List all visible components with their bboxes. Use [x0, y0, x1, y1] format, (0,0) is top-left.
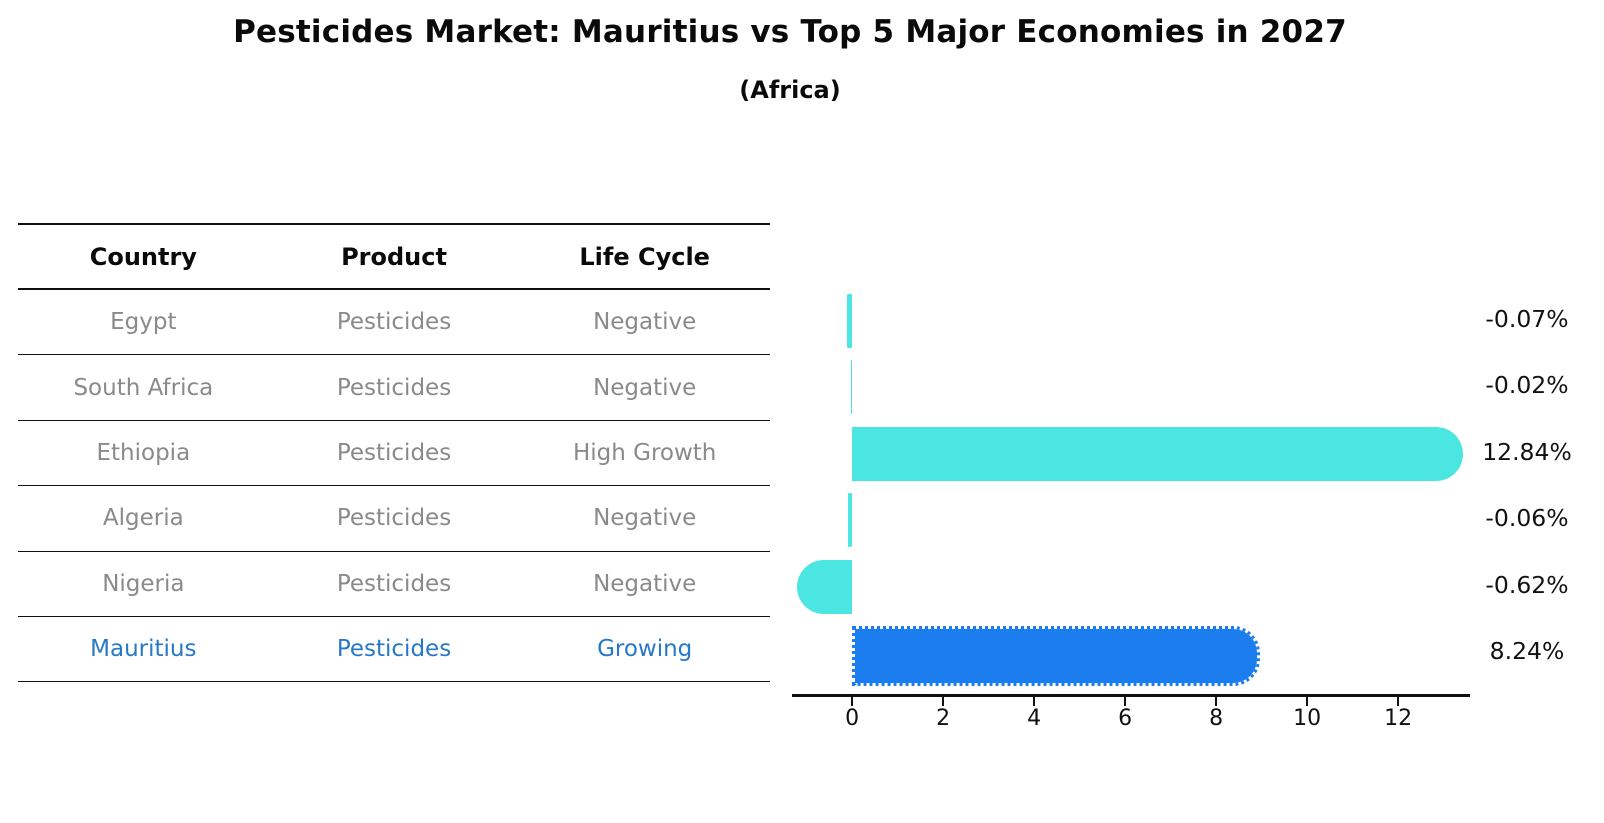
bar-value-label-ethiopia: 12.84% — [1482, 437, 1572, 466]
table-row-egypt: Egypt Pesticides Negative — [18, 290, 770, 356]
cell-life-cycle: Negative — [593, 505, 697, 532]
bar-nigeria — [796, 559, 853, 614]
cell-product: Pesticides — [336, 374, 452, 401]
cell-country: Egypt — [110, 309, 177, 336]
x-axis-tick-label: 6 — [1118, 706, 1133, 731]
cell-product: Pesticides — [336, 505, 452, 532]
cell-country: Mauritius — [90, 636, 197, 663]
column-header-country: Country — [89, 242, 197, 271]
cell-life-cycle: Negative — [593, 309, 697, 336]
table-row-algeria: Algeria Pesticides Negative — [18, 486, 770, 552]
column-header-product: Product — [341, 242, 447, 271]
x-axis-tick — [941, 696, 945, 706]
chart-subtitle: (Africa) — [739, 76, 841, 104]
cell-country: South Africa — [73, 374, 214, 401]
bar-value-label-algeria: -0.06% — [1485, 504, 1569, 533]
x-axis-line — [792, 694, 1470, 697]
cell-life-cycle: Growing — [597, 636, 693, 663]
cell-country: Nigeria — [102, 570, 185, 597]
bar-ethiopia — [852, 426, 1464, 481]
bar-value-label-nigeria: -0.62% — [1485, 570, 1569, 599]
x-axis-tick-label: 8 — [1209, 706, 1224, 731]
cell-product: Pesticides — [336, 636, 452, 663]
bar-value-label-egypt: -0.07% — [1485, 305, 1569, 333]
country-table: Country Product Life Cycle Egypt Pestici… — [18, 223, 770, 683]
x-axis-tick-label: 4 — [1027, 706, 1042, 731]
x-axis-tick-label: 10 — [1293, 706, 1322, 731]
bar-algeria — [847, 493, 853, 548]
cell-country: Algeria — [102, 505, 184, 532]
x-axis-tick — [1123, 696, 1127, 706]
bar-value-label-south-africa: -0.02% — [1485, 371, 1569, 400]
cell-life-cycle: Negative — [593, 374, 697, 401]
cell-life-cycle: High Growth — [572, 439, 717, 466]
chart-title: Pesticides Market: Mauritius vs Top 5 Ma… — [233, 14, 1347, 50]
cell-product: Pesticides — [336, 309, 452, 336]
x-axis-tick-label: 2 — [936, 706, 951, 731]
bar-egypt — [846, 294, 853, 348]
x-axis-tick — [1305, 696, 1309, 706]
table-row-south-africa: South Africa Pesticides Negative — [18, 355, 770, 421]
table-row-nigeria: Nigeria Pesticides Negative — [18, 552, 770, 617]
table-row-ethiopia: Ethiopia Pesticides High Growth — [18, 421, 770, 487]
bar-value-label-mauritius: 8.24% — [1489, 637, 1565, 665]
cell-product: Pesticides — [336, 439, 452, 466]
x-axis-tick-label: 12 — [1384, 706, 1413, 731]
x-axis-tick — [1214, 696, 1218, 706]
table-row-mauritius: Mauritius Pesticides Growing — [18, 617, 770, 683]
bar-mauritius — [852, 626, 1260, 686]
column-header-life-cycle: Life Cycle — [579, 242, 710, 271]
cell-life-cycle: Negative — [593, 570, 697, 597]
x-axis-tick — [1032, 696, 1036, 706]
x-axis-tick — [1396, 696, 1400, 706]
cell-product: Pesticides — [336, 570, 452, 597]
x-axis-tick-label: 0 — [845, 706, 860, 731]
table-header-row: Country Product Life Cycle — [18, 225, 770, 290]
x-axis-tick — [850, 696, 854, 706]
bar-south-africa — [850, 360, 853, 415]
cell-country: Ethiopia — [96, 439, 191, 466]
